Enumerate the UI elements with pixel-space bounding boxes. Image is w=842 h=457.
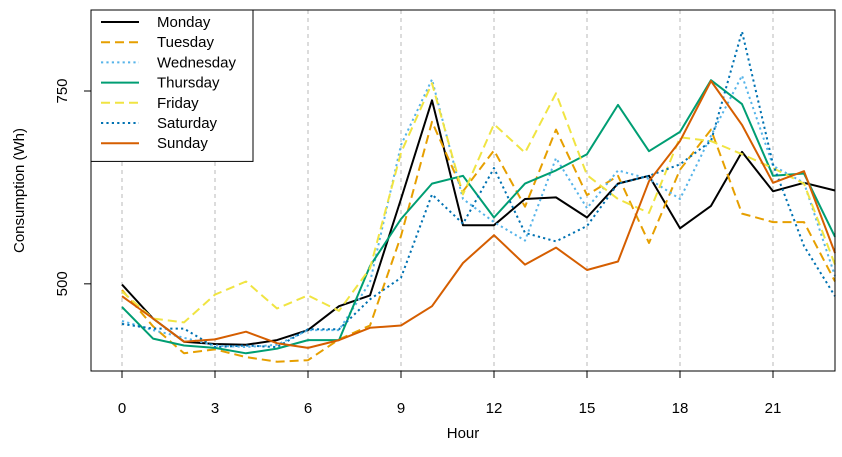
legend-box (90, 9, 254, 162)
x-axis: 0 3 6 9 12 15 18 21 (118, 370, 782, 417)
y-tick-label-500: 500 (54, 271, 71, 296)
x-tick-label-9: 9 (397, 400, 405, 417)
series-lines (121, 30, 836, 363)
legend-label-saturday: Saturday (157, 115, 218, 132)
x-tick-label-0: 0 (118, 400, 126, 417)
x-tick-label-3: 3 (211, 400, 219, 417)
y-tick-label-750: 750 (54, 78, 71, 103)
series-line-sunday (121, 80, 836, 349)
series-line-monday (121, 99, 836, 346)
legend: Monday Tuesday Wednesday Thursday Friday Satu… (90, 9, 254, 162)
legend-label-wednesday: Wednesday (157, 54, 236, 71)
x-tick-label-12: 12 (486, 400, 503, 417)
y-axis: 500 750 (54, 78, 92, 296)
series-line-saturday (121, 30, 836, 349)
x-tick-label-15: 15 (579, 400, 596, 417)
series-line-friday (121, 82, 836, 324)
series-line-tuesday (121, 120, 836, 363)
legend-label-friday: Friday (157, 95, 199, 112)
x-axis-title: Hour (447, 425, 480, 442)
x-tick-label-21: 21 (765, 400, 782, 417)
legend-label-tuesday: Tuesday (157, 34, 214, 51)
legend-label-monday: Monday (157, 14, 211, 31)
x-tick-label-18: 18 (672, 400, 689, 417)
legend-label-thursday: Thursday (157, 75, 220, 92)
x-tick-label-6: 6 (304, 400, 312, 417)
y-axis-title: Consumption (Wh) (11, 128, 28, 253)
legend-label-sunday: Sunday (157, 135, 208, 152)
